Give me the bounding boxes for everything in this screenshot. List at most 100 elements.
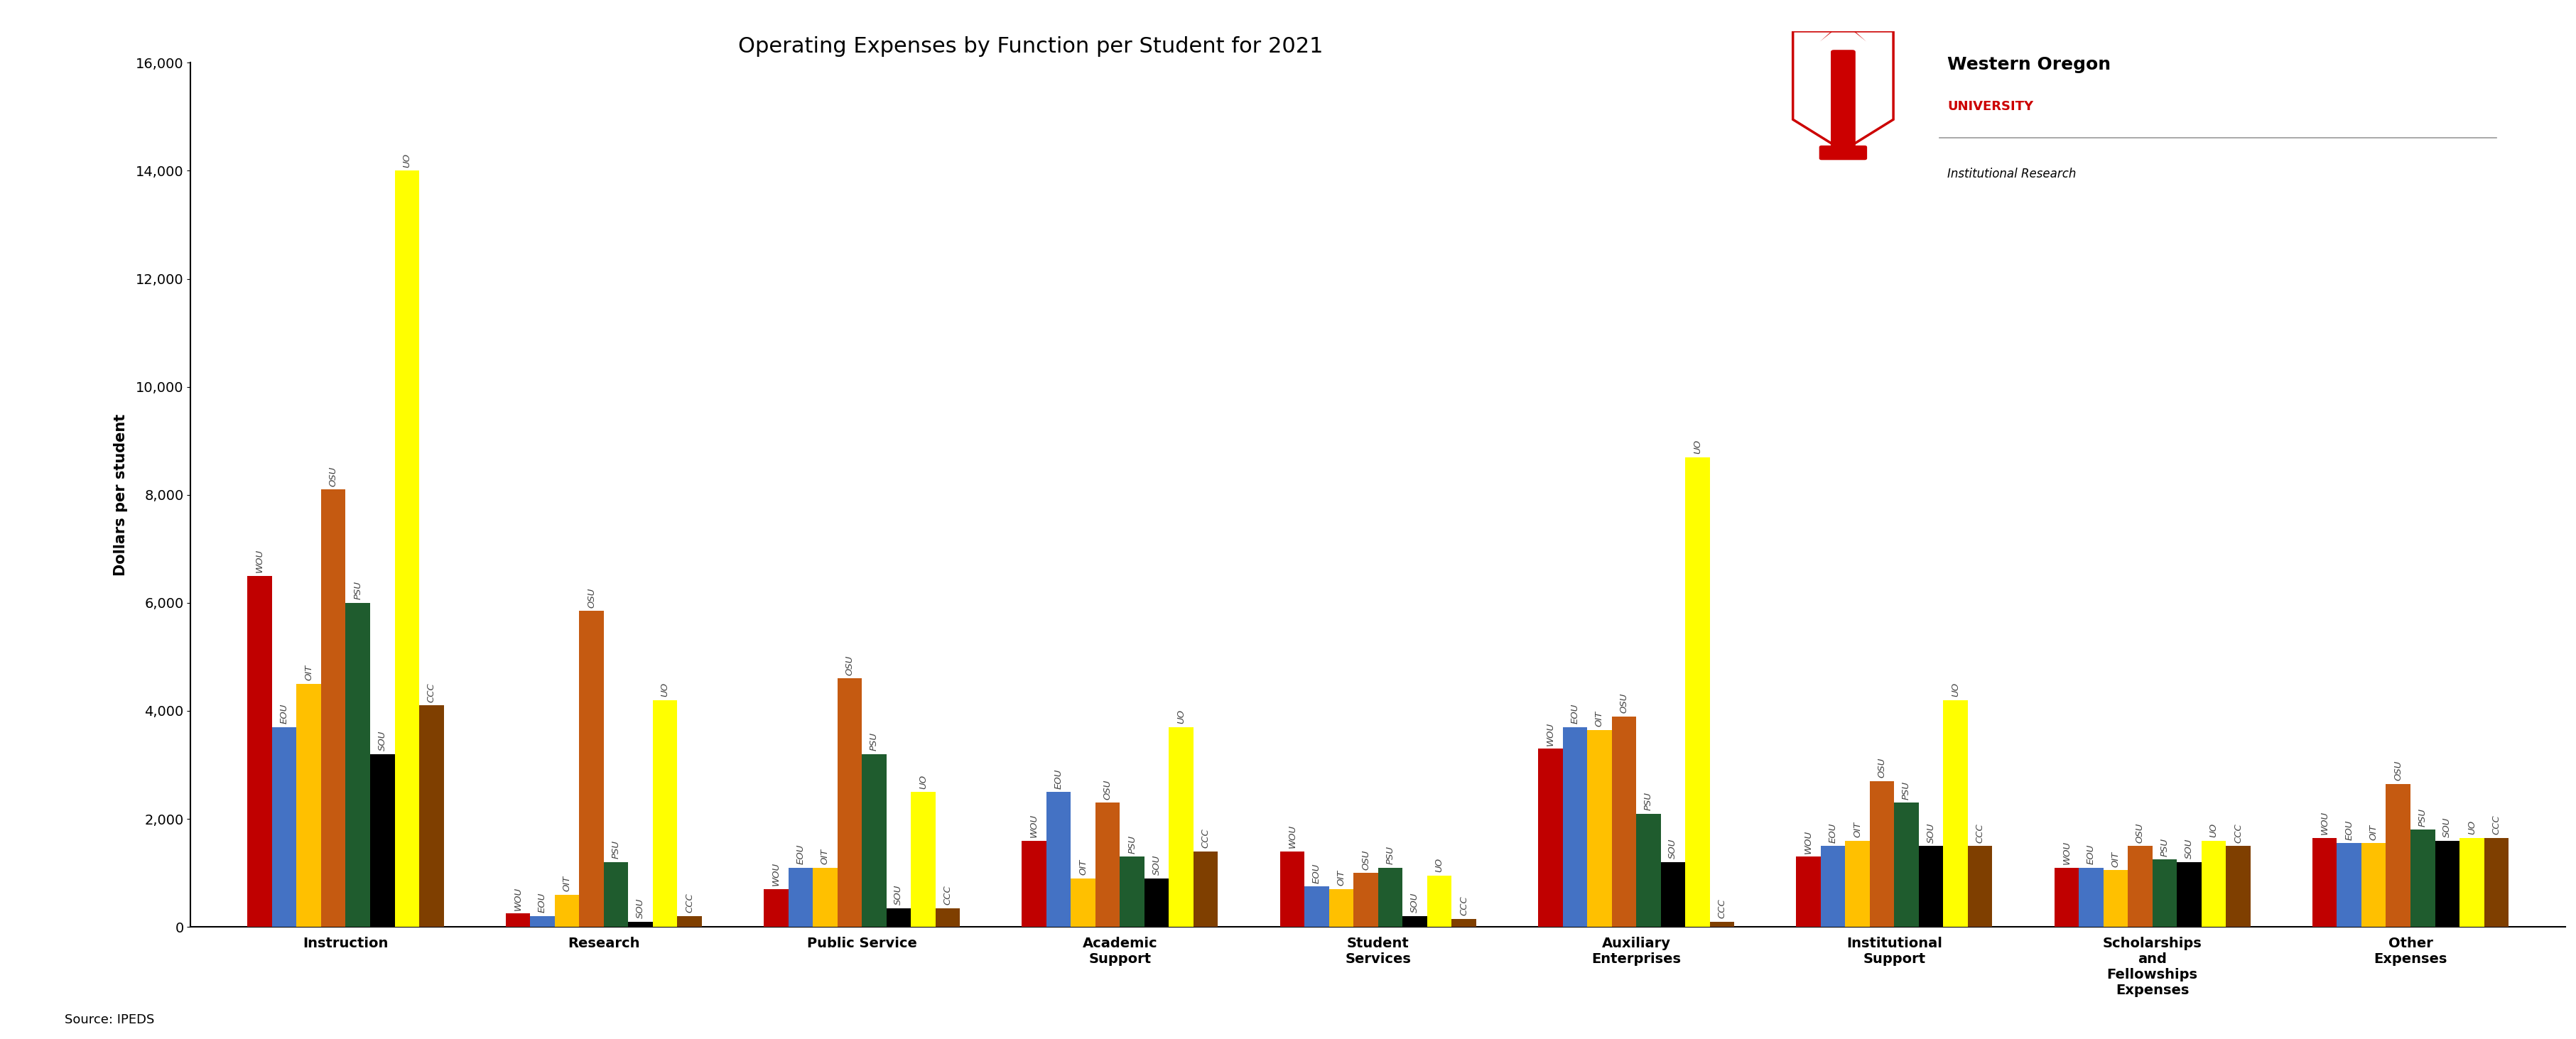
Bar	[1710, 922, 1734, 927]
Text: PSU: PSU	[1643, 792, 1654, 810]
Text: WOU: WOU	[1803, 830, 1814, 853]
Text: SOU: SOU	[1409, 893, 1419, 913]
FancyBboxPatch shape	[1832, 50, 1855, 148]
Bar	[2385, 783, 2411, 927]
Bar	[863, 754, 886, 927]
Bar	[1352, 873, 1378, 927]
Bar	[1919, 846, 1942, 927]
Text: OSU: OSU	[2393, 761, 2403, 780]
Text: OIT: OIT	[2370, 824, 2378, 840]
Bar	[1193, 851, 1218, 927]
Bar	[1121, 857, 1144, 927]
Text: PSU: PSU	[2161, 837, 2169, 856]
Bar	[1942, 700, 1968, 927]
Text: WOU: WOU	[255, 549, 265, 572]
Polygon shape	[1821, 0, 1868, 42]
Text: EOU: EOU	[2344, 820, 2354, 840]
Text: WOU: WOU	[770, 862, 781, 886]
Text: OSU: OSU	[2136, 823, 2146, 843]
Text: CCC: CCC	[943, 885, 953, 905]
Text: UO: UO	[1692, 439, 1703, 454]
Text: PSU: PSU	[611, 841, 621, 859]
Bar	[2202, 841, 2226, 927]
Bar	[1844, 841, 1870, 927]
Text: OSU: OSU	[587, 587, 595, 608]
Bar	[2079, 868, 2105, 927]
Text: WOU: WOU	[1030, 814, 1038, 837]
Text: CCC: CCC	[2233, 823, 2244, 843]
Text: OIT: OIT	[1079, 859, 1087, 875]
Bar	[1613, 716, 1636, 927]
Text: CCC: CCC	[1458, 896, 1468, 915]
Text: EOU: EOU	[538, 893, 546, 913]
Text: SOU: SOU	[636, 898, 644, 918]
Bar	[505, 913, 531, 927]
Text: UO: UO	[1177, 710, 1185, 724]
Bar	[1427, 876, 1453, 927]
Bar	[554, 895, 580, 927]
Text: UO: UO	[2468, 821, 2476, 834]
Bar	[1170, 727, 1193, 927]
Text: WOU: WOU	[2061, 841, 2071, 864]
Text: OIT: OIT	[1595, 711, 1605, 726]
Bar	[652, 700, 677, 927]
Bar	[394, 170, 420, 927]
Bar	[296, 684, 322, 927]
Bar	[371, 754, 394, 927]
Bar	[2434, 841, 2460, 927]
Text: SOU: SOU	[2442, 817, 2452, 837]
Bar	[1378, 868, 1401, 927]
Text: SOU: SOU	[1151, 855, 1162, 875]
Text: CCC: CCC	[1200, 828, 1211, 848]
Bar	[2411, 830, 2434, 927]
Bar	[1870, 781, 1893, 927]
Bar	[1662, 862, 1685, 927]
Text: OSU: OSU	[1360, 850, 1370, 870]
Bar	[1538, 749, 1564, 927]
Bar	[1023, 841, 1046, 927]
Bar	[1280, 851, 1303, 927]
Text: UO: UO	[1950, 683, 1960, 697]
Text: OSU: OSU	[1878, 757, 1886, 778]
Bar	[886, 908, 912, 927]
Text: UNIVERSITY: UNIVERSITY	[1947, 100, 2032, 113]
Text: OIT: OIT	[1337, 870, 1345, 886]
Text: UO: UO	[659, 683, 670, 697]
Bar	[1046, 792, 1072, 927]
Bar	[580, 611, 603, 927]
Bar	[2460, 837, 2483, 927]
Text: OIT: OIT	[819, 849, 829, 864]
Bar	[2105, 871, 2128, 927]
Text: UO: UO	[1435, 858, 1445, 873]
Text: EOU: EOU	[1054, 769, 1064, 789]
Text: OIT: OIT	[1852, 822, 1862, 837]
Bar	[247, 576, 273, 927]
Text: OIT: OIT	[304, 665, 314, 681]
Text: OSU: OSU	[845, 655, 855, 675]
Bar	[788, 868, 814, 927]
Bar	[1636, 814, 1662, 927]
Text: CCC: CCC	[685, 894, 693, 913]
Bar	[1303, 886, 1329, 927]
Bar	[629, 922, 652, 927]
Text: UO: UO	[402, 153, 412, 167]
Bar	[677, 916, 701, 927]
Text: EOU: EOU	[1571, 703, 1579, 724]
Bar	[2128, 846, 2154, 927]
Text: WOU: WOU	[1546, 722, 1556, 745]
Bar	[531, 916, 554, 927]
Text: OSU: OSU	[1620, 693, 1628, 713]
Text: PSU: PSU	[1386, 846, 1396, 864]
Text: Operating Expenses by Function per Student for 2021: Operating Expenses by Function per Stude…	[737, 36, 1324, 57]
Text: UO: UO	[2210, 823, 2218, 837]
Text: OIT: OIT	[2110, 851, 2120, 867]
Text: OIT: OIT	[562, 876, 572, 891]
Text: CCC: CCC	[1718, 899, 1726, 918]
Text: SOU: SOU	[379, 730, 386, 751]
Bar	[1821, 846, 1844, 927]
Bar	[1095, 803, 1121, 927]
Bar	[603, 862, 629, 927]
Text: EOU: EOU	[281, 703, 289, 724]
Bar	[2362, 844, 2385, 927]
Text: PSU: PSU	[1128, 835, 1136, 853]
